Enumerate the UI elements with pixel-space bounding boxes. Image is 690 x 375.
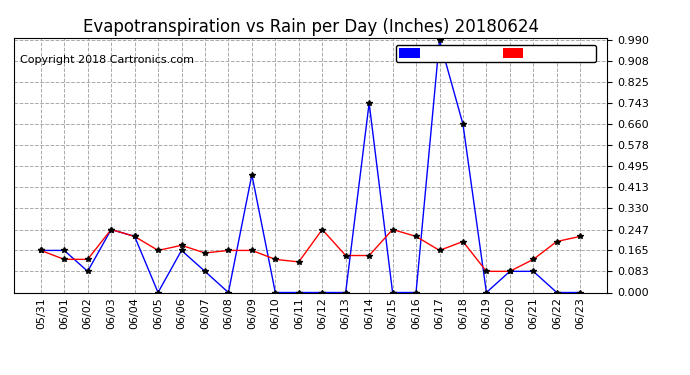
Title: Evapotranspiration vs Rain per Day (Inches) 20180624: Evapotranspiration vs Rain per Day (Inch… (83, 18, 538, 36)
Text: Copyright 2018 Cartronics.com: Copyright 2018 Cartronics.com (20, 56, 194, 65)
Legend: Rain  (Inches), ET  (Inches): Rain (Inches), ET (Inches) (396, 45, 596, 62)
